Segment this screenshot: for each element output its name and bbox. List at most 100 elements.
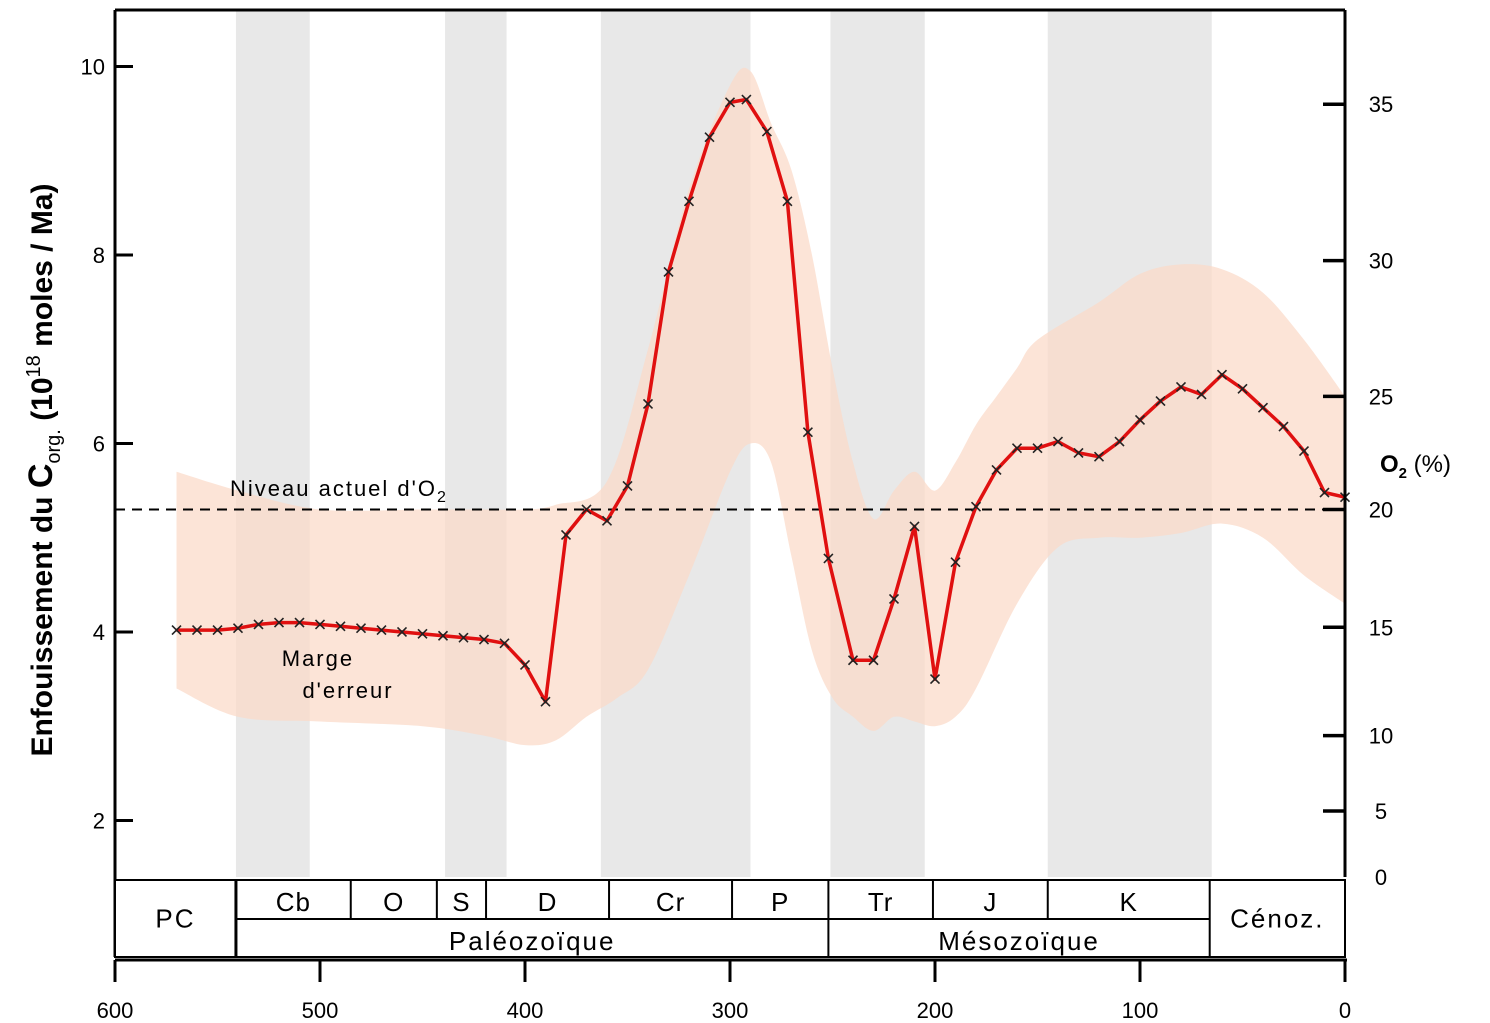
x-tick-label: 0 bbox=[1339, 998, 1351, 1023]
y-tick-label: 2 bbox=[93, 808, 105, 833]
data-point bbox=[273, 617, 285, 628]
data-point bbox=[847, 655, 859, 666]
error-band bbox=[176, 67, 1345, 746]
period-label: S bbox=[452, 887, 470, 917]
data-point bbox=[802, 427, 813, 438]
x-tick-label: 400 bbox=[507, 998, 544, 1023]
era-label: Mésozoïque bbox=[938, 926, 1100, 956]
data-point bbox=[929, 674, 941, 685]
y2-axis-label: O2 (%) bbox=[1380, 451, 1451, 482]
period-label: Tr bbox=[868, 887, 894, 917]
data-point bbox=[1319, 487, 1330, 498]
data-point bbox=[212, 625, 223, 636]
data-point bbox=[782, 196, 793, 207]
error-band-label: Marge d'erreur bbox=[282, 646, 394, 703]
data-point bbox=[970, 501, 982, 512]
data-point bbox=[1052, 436, 1064, 447]
data-point bbox=[376, 625, 387, 636]
data-point bbox=[437, 630, 449, 641]
data-point bbox=[1216, 369, 1228, 380]
y-axis-label: Enfouissement du Corg. (1018 moles / Ma) bbox=[22, 183, 65, 756]
period-shade bbox=[445, 10, 507, 877]
y-tick-label: 4 bbox=[93, 620, 105, 645]
y2-tick-label: 25 bbox=[1369, 384, 1393, 409]
data-point bbox=[663, 266, 674, 278]
data-point bbox=[950, 557, 961, 568]
x-tick-label: 500 bbox=[302, 998, 339, 1023]
reference-line-label: Niveau actuel d'O2 bbox=[230, 476, 448, 506]
data-point bbox=[253, 619, 264, 630]
period-label: Cb bbox=[276, 887, 311, 917]
data-point bbox=[1093, 451, 1105, 462]
data-point bbox=[724, 97, 736, 108]
data-point bbox=[499, 638, 510, 649]
data-point bbox=[1134, 414, 1146, 426]
era-label: PC bbox=[155, 904, 195, 934]
period-label: J bbox=[983, 887, 997, 917]
data-point bbox=[601, 515, 613, 526]
data-point bbox=[314, 619, 326, 630]
data-point bbox=[335, 621, 346, 632]
y2-tick-label: 35 bbox=[1369, 92, 1393, 117]
x-tick-label: 300 bbox=[712, 998, 749, 1023]
data-point bbox=[761, 126, 772, 137]
x-tick-label: 100 bbox=[1122, 998, 1159, 1023]
data-point bbox=[741, 94, 752, 105]
period-label: Cr bbox=[656, 887, 685, 917]
data-point bbox=[888, 593, 900, 605]
x-tick-label: 600 bbox=[97, 998, 134, 1023]
data-point bbox=[642, 398, 654, 409]
data-point bbox=[1032, 443, 1043, 454]
period-label: D bbox=[538, 887, 558, 917]
data-point bbox=[458, 632, 469, 643]
data-point bbox=[560, 529, 572, 540]
data-point bbox=[396, 626, 408, 638]
data-point bbox=[519, 659, 531, 671]
geologic-timescale: PC Paléozoïque Mésozoïque Cénoz. Cb O S D Cr P Tr J… bbox=[114, 879, 1346, 958]
data-point bbox=[991, 464, 1002, 475]
data-point bbox=[1257, 402, 1269, 413]
data-point bbox=[581, 504, 592, 515]
data-point bbox=[1114, 436, 1125, 447]
y2-tick-label: 10 bbox=[1369, 724, 1393, 749]
y-tick-label: 10 bbox=[81, 55, 105, 80]
data-point bbox=[868, 655, 879, 666]
data-point bbox=[1298, 445, 1310, 457]
data-point bbox=[171, 625, 182, 636]
series-line bbox=[176, 97, 1346, 704]
data-point bbox=[909, 521, 920, 532]
data-point bbox=[191, 625, 203, 636]
data-point bbox=[232, 623, 244, 634]
y-tick-label: 6 bbox=[93, 432, 105, 457]
data-point bbox=[1155, 396, 1166, 407]
y2-tick-label: 20 bbox=[1369, 497, 1393, 522]
y2-tick-label: 5 bbox=[1375, 799, 1387, 824]
data-point bbox=[540, 696, 551, 707]
period-label: K bbox=[1120, 887, 1138, 917]
y2-tick-label: 0 bbox=[1375, 865, 1387, 890]
data-point bbox=[704, 132, 715, 143]
data-point bbox=[417, 628, 428, 639]
data-point bbox=[683, 196, 695, 207]
y-tick-label: 8 bbox=[93, 243, 105, 268]
error-band-area bbox=[176, 67, 1345, 746]
period-label: O bbox=[383, 887, 404, 917]
period-label: P bbox=[771, 887, 789, 917]
data-point bbox=[294, 617, 305, 628]
data-point bbox=[1196, 389, 1207, 400]
series-group bbox=[171, 94, 1351, 707]
axes-group: 2 4 6 8 10 35 30 25 20 15 10 5 0 600 500 400 300 200 100 0 bbox=[81, 8, 1393, 1023]
era-label: Cénoz. bbox=[1230, 904, 1324, 934]
data-point bbox=[1278, 421, 1289, 432]
data-point bbox=[1175, 381, 1187, 393]
data-point bbox=[478, 634, 490, 645]
era-label: Paléozoïque bbox=[449, 926, 616, 956]
data-point bbox=[1237, 383, 1248, 394]
data-point bbox=[1073, 447, 1084, 458]
data-point bbox=[355, 623, 367, 634]
x-tick-label: 200 bbox=[917, 998, 954, 1023]
y2-tick-label: 15 bbox=[1369, 615, 1393, 640]
data-point bbox=[622, 480, 633, 491]
y2-tick-label: 30 bbox=[1369, 249, 1393, 274]
